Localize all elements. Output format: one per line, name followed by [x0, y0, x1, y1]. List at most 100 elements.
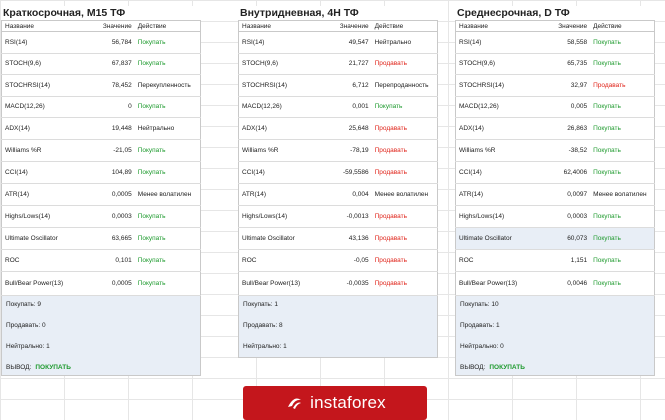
indicator-action: Покупать — [134, 161, 201, 184]
indicator-value: 58,558 — [544, 31, 591, 54]
column-name: Название — [238, 20, 327, 32]
table-row: CCI(14) 104,89 Покупать — [1, 161, 201, 184]
table-row: ROC 1,151 Покупать — [455, 249, 655, 272]
buy-count: Покупать: 9 — [6, 301, 42, 308]
indicator-action: Покупать — [590, 31, 655, 54]
indicator-value: 78,452 — [89, 74, 135, 97]
sell-count: Продавать: 0 — [6, 322, 46, 329]
indicator-value: 0,005 — [544, 96, 591, 118]
indicator-action: Покупать — [134, 139, 201, 162]
indicator-value: 62,4006 — [544, 161, 591, 184]
buy-count: Покупать: 1 — [243, 301, 279, 308]
indicator-action: Покупать — [134, 249, 201, 272]
verdict-line: ВЫВОД: ПОКУПАТЬ — [6, 364, 71, 371]
indicator-name: Bull/Bear Power(13) — [1, 271, 90, 296]
indicator-value: -38,52 — [544, 139, 591, 162]
indicator-value: 67,837 — [89, 53, 135, 75]
table-row: STOCH(9,6) 67,837 Покупать — [1, 53, 201, 75]
indicator-name: ADX(14) — [1, 117, 90, 140]
column-value: Значение — [89, 20, 135, 32]
neutral-count: Нейтрально: 1 — [6, 343, 50, 350]
indicator-name: STOCHRSI(14) — [455, 74, 545, 97]
indicator-name: MACD(12,26) — [455, 96, 545, 118]
indicator-action: Покупать — [371, 96, 438, 118]
indicator-action: Менее волатилен — [371, 183, 438, 206]
indicator-value: 32,97 — [544, 74, 591, 97]
indicator-action: Продавать — [371, 227, 438, 250]
indicator-value: -21,05 — [89, 139, 135, 162]
verdict-line: ВЫВОД: ПОКУПАТЬ — [460, 364, 525, 371]
table-row: Ultimate Oscillator 63,665 Покупать — [1, 227, 201, 250]
neutral-count: Нейтрально: 0 — [460, 343, 504, 350]
table-row: MACD(12,26) 0,005 Покупать — [455, 96, 655, 118]
indicator-action: Покупать — [134, 31, 201, 54]
panel-title: Краткосрочная, M15 ТФ — [1, 6, 201, 20]
indicator-value: 60,073 — [544, 227, 591, 250]
table-row: STOCH(9,6) 65,735 Покупать — [455, 53, 655, 75]
indicator-value: 19,448 — [89, 117, 135, 140]
indicator-value: 0,101 — [89, 249, 135, 272]
indicator-name: MACD(12,26) — [238, 96, 327, 118]
indicator-name: STOCHRSI(14) — [238, 74, 327, 97]
indicator-action: Покупать — [590, 53, 655, 75]
sell-count: Продавать: 8 — [243, 322, 283, 329]
indicator-value: 25,648 — [326, 117, 372, 140]
table-row: ROC 0,101 Покупать — [1, 249, 201, 272]
indicator-name: ATR(14) — [1, 183, 90, 206]
indicator-value: 0,001 — [326, 96, 372, 118]
buy-count: Покупать: 10 — [460, 301, 499, 308]
indicator-name: RSI(14) — [1, 31, 90, 54]
table-row: Ultimate Oscillator 43,136 Продавать — [238, 227, 438, 250]
indicator-table: Название Значение Действие RSI(14) 56,784… — [1, 20, 201, 296]
verdict-label: ВЫВОД: — [460, 364, 486, 371]
indicator-action: Продавать — [371, 53, 438, 75]
indicator-action: Покупать — [134, 227, 201, 250]
panel-title: Среднесрочная, D ТФ — [455, 6, 655, 20]
indicator-name: ROC — [455, 249, 545, 272]
indicator-action: Покупать — [590, 96, 655, 118]
indicator-action: Продавать — [371, 271, 438, 296]
table-row: RSI(14) 58,558 Покупать — [455, 31, 655, 54]
indicator-name: Bull/Bear Power(13) — [455, 271, 545, 296]
table-row: STOCHRSI(14) 32,97 Продавать — [455, 74, 655, 97]
instaforex-logo: instaforex — [243, 386, 427, 420]
table-row: Williams %R -78,19 Продавать — [238, 139, 438, 162]
indicator-value: 0,0097 — [544, 183, 591, 206]
table-row: ADX(14) 25,648 Продавать — [238, 117, 438, 140]
indicator-value: -78,19 — [326, 139, 372, 162]
indicator-value: 1,151 — [544, 249, 591, 272]
panel-d: Среднесрочная, D ТФ Название Значение Де… — [455, 6, 655, 376]
summary: Покупать: 1 Продавать: 8 Нейтрально: 1 — [238, 296, 438, 358]
table-row: ADX(14) 19,448 Нейтрально — [1, 117, 201, 140]
indicator-action: Продавать — [371, 117, 438, 140]
table-row: ROC -0,05 Продавать — [238, 249, 438, 272]
indicator-action: Покупать — [134, 205, 201, 228]
indicator-action: Продавать — [590, 74, 655, 97]
indicator-action: Покупать — [590, 205, 655, 228]
indicator-name: RSI(14) — [455, 31, 545, 54]
indicator-name: CCI(14) — [455, 161, 545, 184]
indicator-name: MACD(12,26) — [1, 96, 90, 118]
table-row: Williams %R -21,05 Покупать — [1, 139, 201, 162]
indicator-action: Нейтрально — [371, 31, 438, 54]
table-row: CCI(14) -59,5586 Продавать — [238, 161, 438, 184]
indicator-name: STOCH(9,6) — [238, 53, 327, 75]
table-row: Highs/Lows(14) -0,0013 Продавать — [238, 205, 438, 228]
table-row: ATR(14) 0,0097 Менее волатилен — [455, 183, 655, 206]
logo-text: instaforex — [310, 393, 386, 412]
verdict-value: ПОКУПАТЬ — [489, 364, 525, 371]
indicator-value: -0,0035 — [326, 271, 372, 296]
panel-4h: Внутридневная, 4H ТФ Название Значение Д… — [238, 6, 438, 358]
table-row: ADX(14) 26,863 Покупать — [455, 117, 655, 140]
summary: Покупать: 10 Продавать: 1 Нейтрально: 0 … — [455, 296, 655, 376]
indicator-value: -59,5586 — [326, 161, 372, 184]
indicator-name: ADX(14) — [238, 117, 327, 140]
table-row: ATR(14) 0,004 Менее волатилен — [238, 183, 438, 206]
indicator-action: Менее волатилен — [134, 183, 201, 206]
indicator-table: Название Значение Действие RSI(14) 58,558… — [455, 20, 655, 296]
indicator-name: STOCHRSI(14) — [1, 74, 90, 97]
column-name: Название — [455, 20, 545, 32]
indicator-value: 0 — [89, 96, 135, 118]
indicator-action: Покупать — [590, 139, 655, 162]
panel-m15: Краткосрочная, M15 ТФ Название Значение … — [1, 6, 201, 376]
